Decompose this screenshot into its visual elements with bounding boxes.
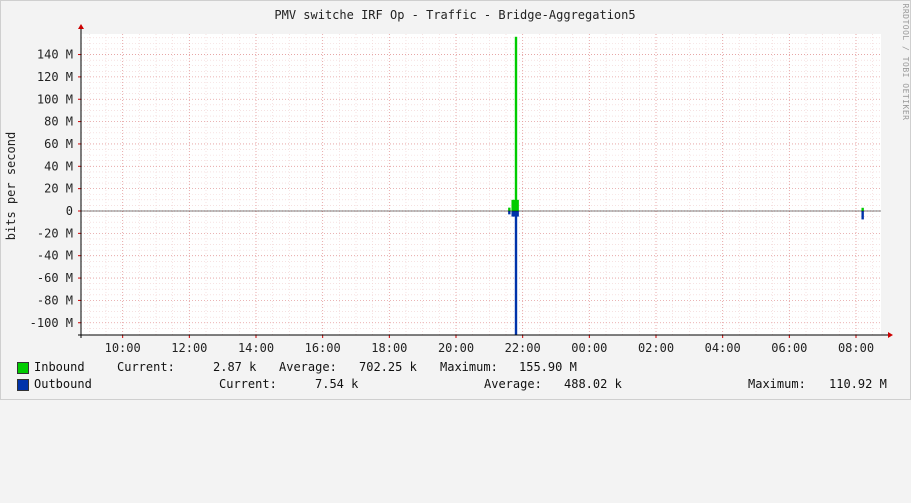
x-tick-label: 00:00 bbox=[571, 341, 607, 355]
x-tick-label: 04:00 bbox=[705, 341, 741, 355]
legend-outbound-row: Outbound Current: 7.54 k Average: 488.02… bbox=[17, 377, 897, 393]
outbound-current-label: Current: bbox=[219, 377, 277, 391]
outbound-swatch bbox=[17, 379, 29, 391]
x-tick-label: 10:00 bbox=[105, 341, 141, 355]
y-axis-arrow bbox=[78, 24, 84, 29]
x-tick-label: 06:00 bbox=[771, 341, 807, 355]
outbound-data-bar bbox=[508, 211, 511, 215]
outbound-legend-name: Outbound bbox=[34, 377, 92, 391]
inbound-data-bar bbox=[516, 199, 519, 211]
x-tick-label: 02:00 bbox=[638, 341, 674, 355]
y-tick-label: -20 M bbox=[37, 226, 73, 240]
inbound-current-label: Current: bbox=[117, 360, 175, 374]
inbound-current-value: 2.87 k bbox=[213, 360, 257, 374]
y-tick-label: -80 M bbox=[37, 293, 73, 307]
outbound-maximum-label: Maximum: bbox=[748, 377, 806, 391]
y-tick-label: 40 M bbox=[44, 159, 73, 173]
outbound-average-value: 488.02 k bbox=[564, 377, 622, 391]
rrdtool-credit: RRDTOOL / TOBI OETIKER bbox=[901, 4, 910, 121]
y-tick-label: -40 M bbox=[37, 249, 73, 263]
inbound-average-value: 702.25 k bbox=[359, 360, 417, 374]
y-tick-label: 20 M bbox=[44, 182, 73, 196]
x-tick-label: 08:00 bbox=[838, 341, 874, 355]
plot-background bbox=[81, 34, 881, 335]
outbound-average-label: Average: bbox=[484, 377, 542, 391]
x-tick-label: 22:00 bbox=[505, 341, 541, 355]
plot-area: 140 M 120 M 100 M 80 M 60 M 40 M 20 M 0 -20 M -40… bbox=[30, 24, 893, 355]
outbound-maximum-value: 110.92 M bbox=[829, 377, 887, 391]
y-tick-label: 140 M bbox=[37, 48, 73, 62]
x-tick-label: 16:00 bbox=[305, 341, 341, 355]
inbound-average-label: Average: bbox=[279, 360, 337, 374]
x-tick-label: 14:00 bbox=[238, 341, 274, 355]
legend-inbound-row: Inbound Current: 2.87 k Average: 702.25 … bbox=[17, 360, 897, 376]
outbound-data-bar bbox=[513, 211, 516, 217]
traffic-chart: PMV switche IRF Op - Traffic - Bridge-Ag… bbox=[4, 4, 910, 355]
inbound-maximum-value: 155.90 M bbox=[519, 360, 577, 374]
y-axis-label: bits per second bbox=[4, 132, 18, 240]
outbound-data-bar bbox=[516, 211, 519, 217]
inbound-data-bar bbox=[861, 207, 864, 211]
x-tick-label: 18:00 bbox=[371, 341, 407, 355]
y-tick-label: -60 M bbox=[37, 271, 73, 285]
inbound-maximum-label: Maximum: bbox=[440, 360, 498, 374]
y-tick-label: 0 bbox=[66, 204, 73, 218]
x-tick-label: 12:00 bbox=[171, 341, 207, 355]
inbound-data-bar bbox=[514, 36, 518, 211]
outbound-data-bar bbox=[514, 211, 518, 335]
x-axis-arrow bbox=[888, 332, 893, 338]
y-tick-label: 100 M bbox=[37, 92, 73, 106]
inbound-data-bar bbox=[513, 199, 516, 211]
inbound-data-bar bbox=[508, 207, 511, 211]
outbound-data-bar bbox=[511, 211, 514, 217]
y-tick-label: 120 M bbox=[37, 70, 73, 84]
y-tick-label: 60 M bbox=[44, 137, 73, 151]
outbound-data-bar bbox=[861, 211, 864, 220]
inbound-legend-name: Inbound bbox=[34, 360, 85, 374]
chart-title: PMV switche IRF Op - Traffic - Bridge-Ag… bbox=[274, 8, 635, 22]
outbound-current-value: 7.54 k bbox=[315, 377, 359, 391]
inbound-swatch bbox=[17, 362, 29, 374]
inbound-data-bar bbox=[511, 199, 514, 211]
y-tick-label: -100 M bbox=[30, 316, 73, 330]
y-tick-label: 80 M bbox=[44, 115, 73, 129]
x-tick-label: 20:00 bbox=[438, 341, 474, 355]
